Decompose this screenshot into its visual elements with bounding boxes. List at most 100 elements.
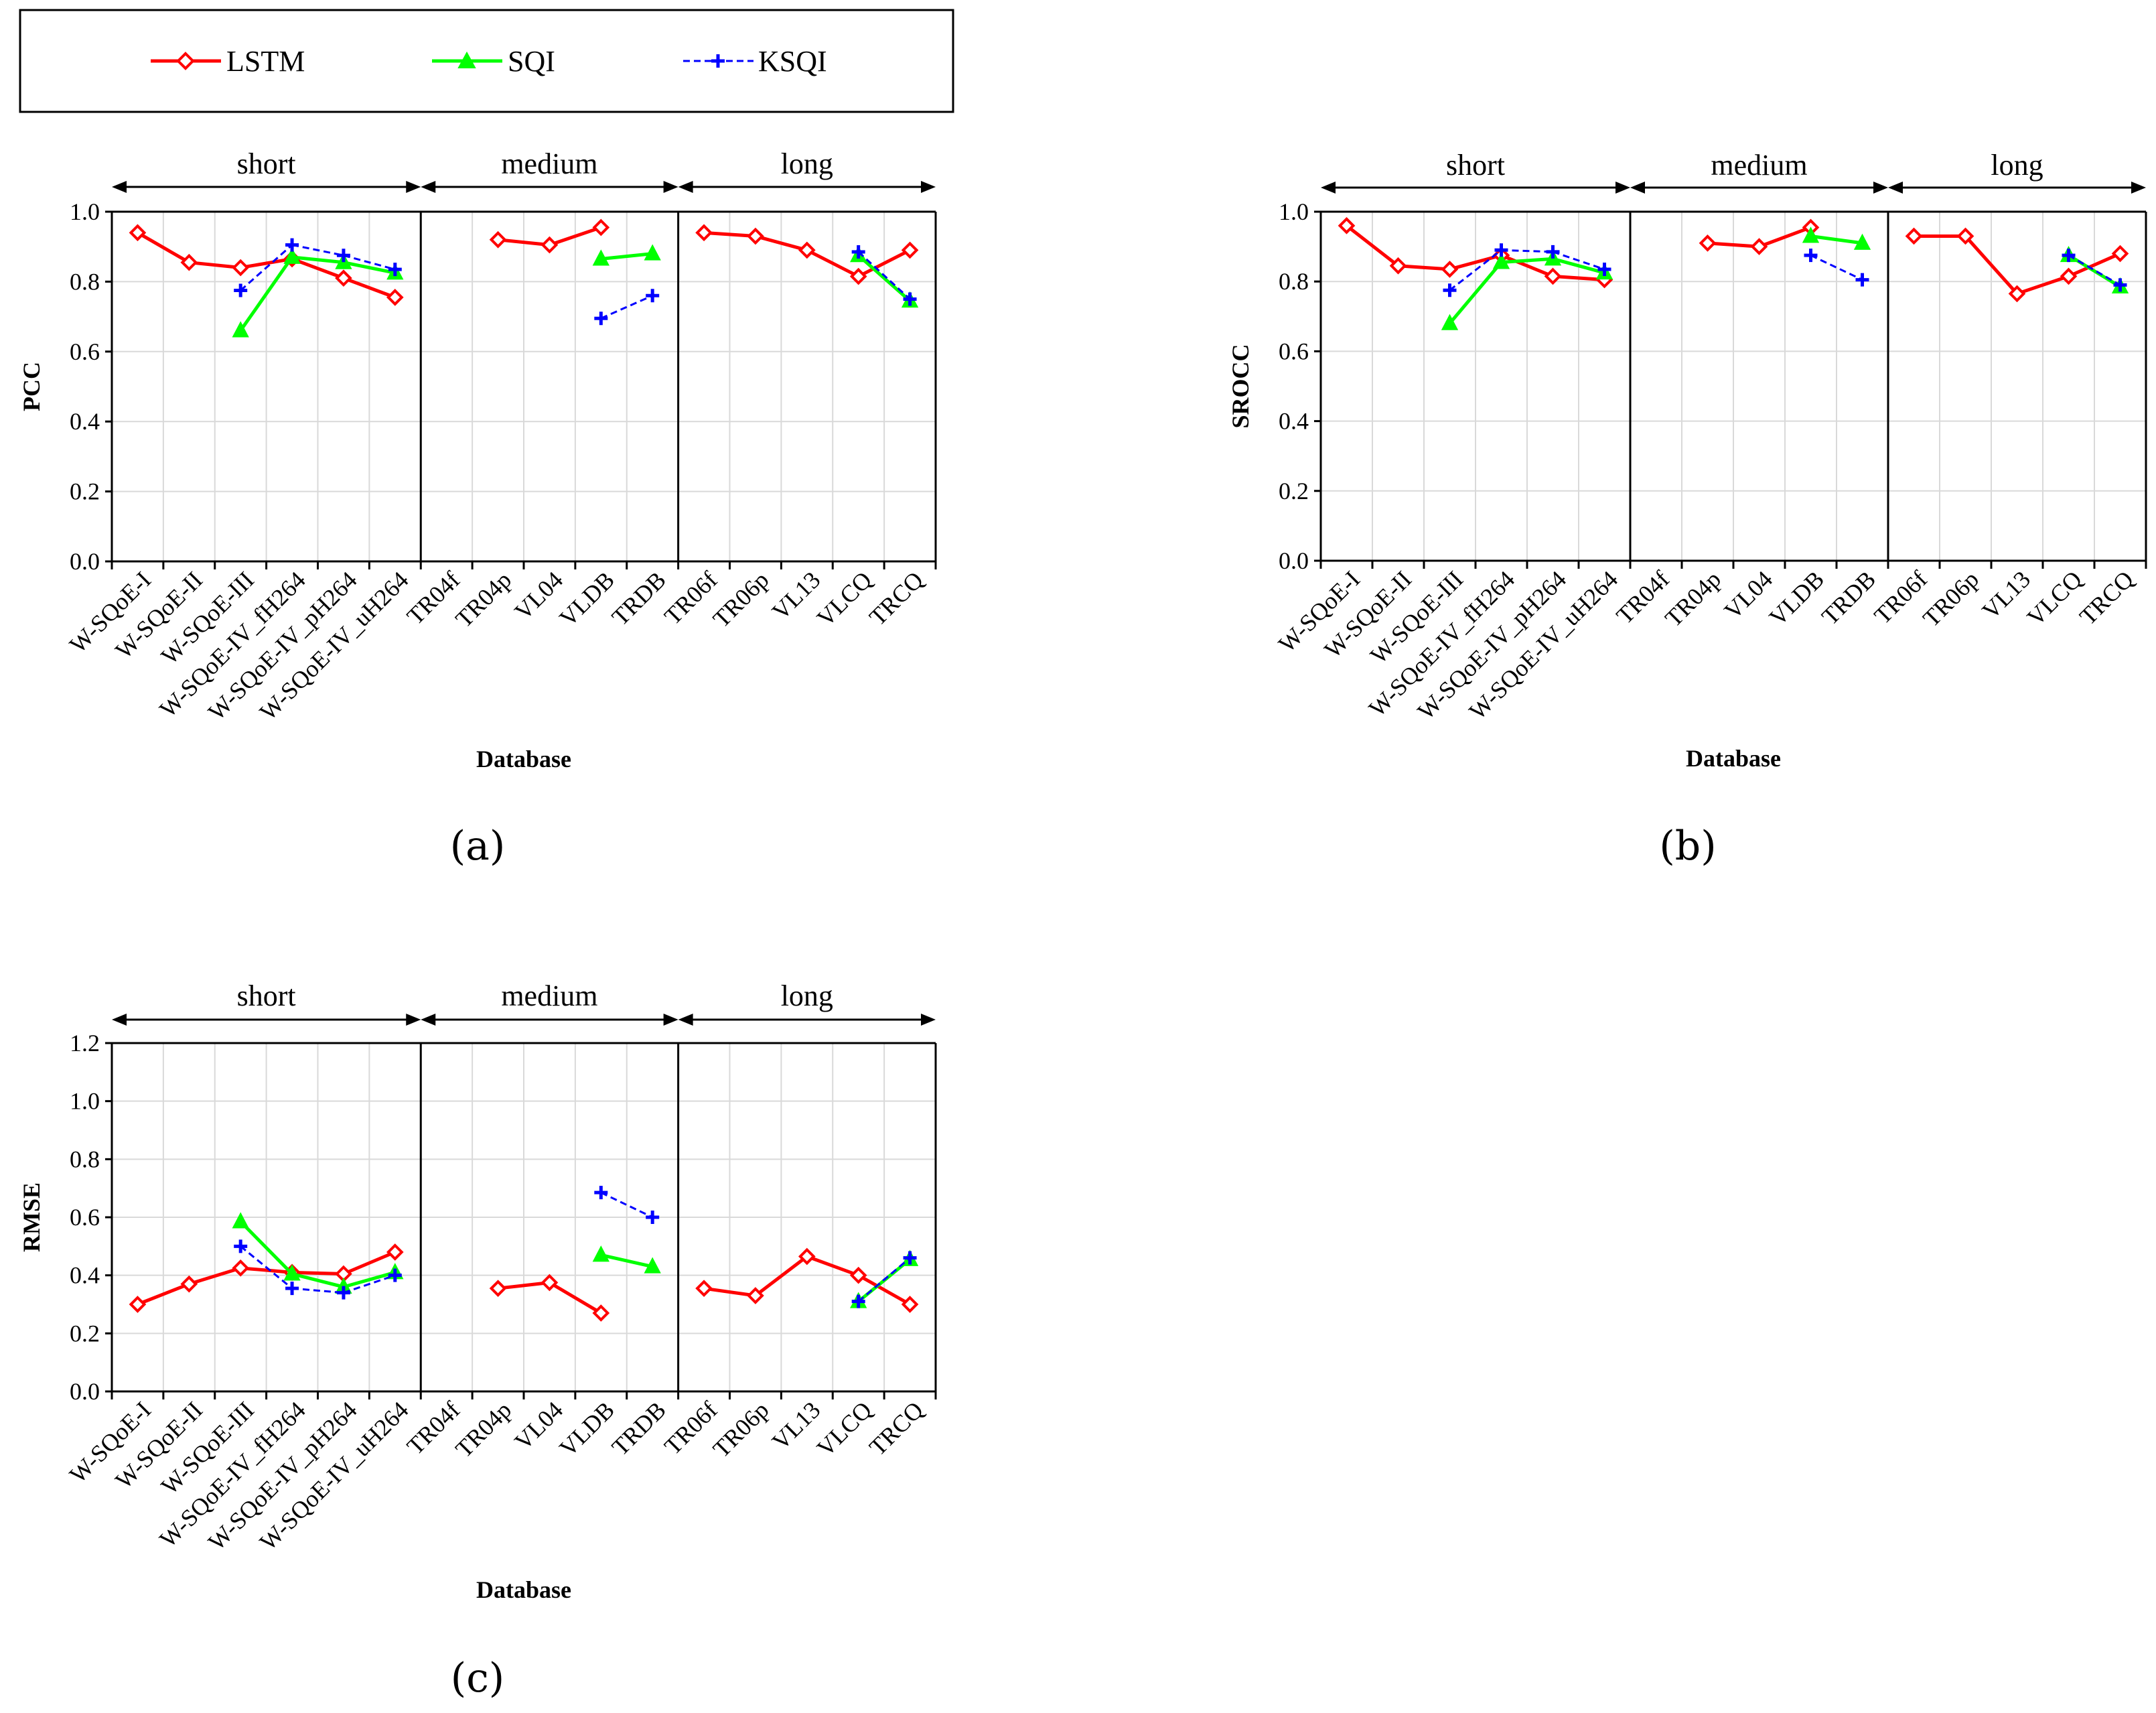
series-ksqi-segment (857, 1257, 911, 1302)
y-tick-label: 0.6 (70, 1204, 100, 1231)
point-lstm-tr04p (1699, 234, 1717, 252)
point-lstm-tr06p (747, 1287, 764, 1304)
series-sqi (232, 244, 919, 338)
chart-pcc: 0.00.20.40.60.81.0PCCW-SQoE-IW-SQoE-IIW-… (18, 147, 937, 870)
point-ksqi-trdb (646, 1211, 660, 1224)
point-lstm-w-sqoe-iv-uh264 (386, 1243, 404, 1261)
series-ksqi-segment (240, 1245, 293, 1290)
series-lstm-segment (1553, 274, 1605, 282)
point-lstm-vlcq (849, 1266, 867, 1284)
series-lstm-segment (1398, 264, 1450, 271)
series-lstm-segment (1345, 224, 1400, 267)
point-lstm-tr04p (489, 230, 507, 249)
series-lstm-segment (189, 261, 241, 270)
series-sqi-segment (2068, 253, 2121, 289)
series-lstm-segment (240, 257, 293, 269)
group-label-short: short (1446, 149, 1505, 182)
series-lstm-segment (755, 234, 808, 252)
series-lstm-segment (549, 226, 602, 247)
y-tick-label: 1.0 (70, 198, 100, 225)
point-ksqi-vldb (594, 1186, 608, 1200)
panel-label: (a) (450, 823, 506, 870)
series-sqi-segment (1448, 261, 1503, 325)
arrowhead-left (678, 1014, 693, 1026)
x-category-label-trcq: TRCQ (864, 566, 928, 630)
x-category-label-trdb: TRDB (1816, 565, 1881, 630)
series-ksqi-segment (600, 1191, 653, 1219)
series-lstm-segment (806, 1255, 859, 1278)
x-category-label-trcq: TRCQ (864, 1396, 928, 1460)
arrowhead-right (1873, 182, 1888, 194)
arrowhead-left (112, 1014, 127, 1026)
x-category-label-vldb: VLDB (554, 1396, 620, 1462)
group-label-medium: medium (501, 147, 597, 180)
point-lstm-w-sqoe-i (129, 224, 147, 242)
point-lstm-vl04 (1750, 238, 1768, 255)
arrowhead-right (921, 1014, 936, 1026)
point-ksqi-w-sqoe-iii (234, 283, 248, 297)
point-lstm-tr04p (489, 1280, 507, 1297)
y-tick-label: 0.4 (70, 408, 100, 435)
series-lstm-segment (703, 230, 756, 238)
point-ksqi-w-sqoe-iv-uh264 (388, 263, 402, 277)
point-ksqi-w-sqoe-iv-fh264 (285, 238, 299, 252)
y-tick-label: 0.2 (70, 1320, 100, 1347)
y-tick-label: 0.4 (1279, 408, 1309, 435)
point-ksqi-w-sqoe-iv-ph264 (1546, 245, 1560, 259)
series-sqi-segment (1552, 257, 1605, 275)
y-axis-label: PCC (18, 362, 45, 411)
legend-sqi-marker (457, 51, 476, 68)
group-arrow-long (678, 181, 936, 193)
point-ksqi-vlcq (851, 245, 865, 259)
point-ksqi-trdb (1855, 273, 1869, 287)
group-arrow-short (112, 1014, 421, 1026)
gridlines (112, 211, 936, 562)
series-sqi-segment (291, 1272, 344, 1289)
y-tick-label: 1.2 (70, 1030, 100, 1056)
point-ksqi-vldb (1804, 249, 1818, 263)
y-tick-label: 0.0 (70, 548, 100, 575)
series-lstm-segment (549, 1281, 602, 1315)
y-tick-label: 0.2 (70, 478, 100, 505)
point-ksqi-w-sqoe-iii (234, 1239, 248, 1253)
point-ksqi-w-sqoe-iv-ph264 (336, 1286, 350, 1300)
point-ksqi-trdb (646, 289, 660, 303)
y-axis-label: SROCC (1227, 344, 1254, 428)
series-lstm-segment (754, 1255, 808, 1297)
group-label-medium: medium (1711, 149, 1807, 182)
x-category-label-vldb: VLDB (1764, 565, 1830, 631)
point-lstm-w-sqoe-iii (232, 259, 250, 277)
y-tick-label: 0.6 (70, 338, 100, 365)
arrowhead-left (112, 181, 127, 193)
point-lstm-vl04 (541, 1274, 559, 1292)
chart-srocc: 0.00.20.40.60.81.0SROCCW-SQoE-IW-SQoE-II… (1227, 149, 2147, 870)
x-category-label-vlcq: VLCQ (812, 1396, 877, 1462)
y-tick-label: 0.6 (1279, 338, 1309, 364)
arrowhead-left (421, 1014, 436, 1026)
series-ksqi (1443, 243, 2127, 297)
point-sqi-w-sqoe-iv-fh264 (283, 1264, 301, 1281)
y-tick-label: 1.0 (70, 1088, 100, 1115)
series-sqi-segment (343, 261, 396, 275)
group-arrow-medium (1630, 182, 1888, 194)
y-tick-label: 1.0 (1279, 198, 1309, 225)
series-sqi-segment (1810, 234, 1863, 245)
x-category-label-vlcq: VLCQ (2022, 565, 2088, 631)
point-ksqi-w-sqoe-iv-ph264 (336, 249, 350, 263)
series-ksqi-segment (857, 251, 911, 300)
point-lstm-w-sqoe-ii (180, 253, 198, 271)
point-lstm-vl04 (541, 236, 559, 254)
series-lstm-segment (2068, 252, 2121, 278)
series-sqi-segment (857, 254, 912, 302)
point-lstm-w-sqoe-i (129, 1296, 147, 1313)
series-ksqi-segment (1501, 249, 1553, 253)
point-lstm-w-sqoe-iv-uh264 (386, 289, 404, 306)
series-ksqi-segment (291, 244, 344, 257)
arrowhead-left (421, 181, 436, 193)
panel-label: (b) (1659, 823, 1716, 870)
x-category-label-tr04p: TR04p (450, 1396, 516, 1462)
point-lstm-vlcq (2060, 267, 2078, 285)
series-sqi-segment (291, 255, 344, 265)
point-ksqi-w-sqoe-iv-fh264 (1494, 243, 1508, 257)
